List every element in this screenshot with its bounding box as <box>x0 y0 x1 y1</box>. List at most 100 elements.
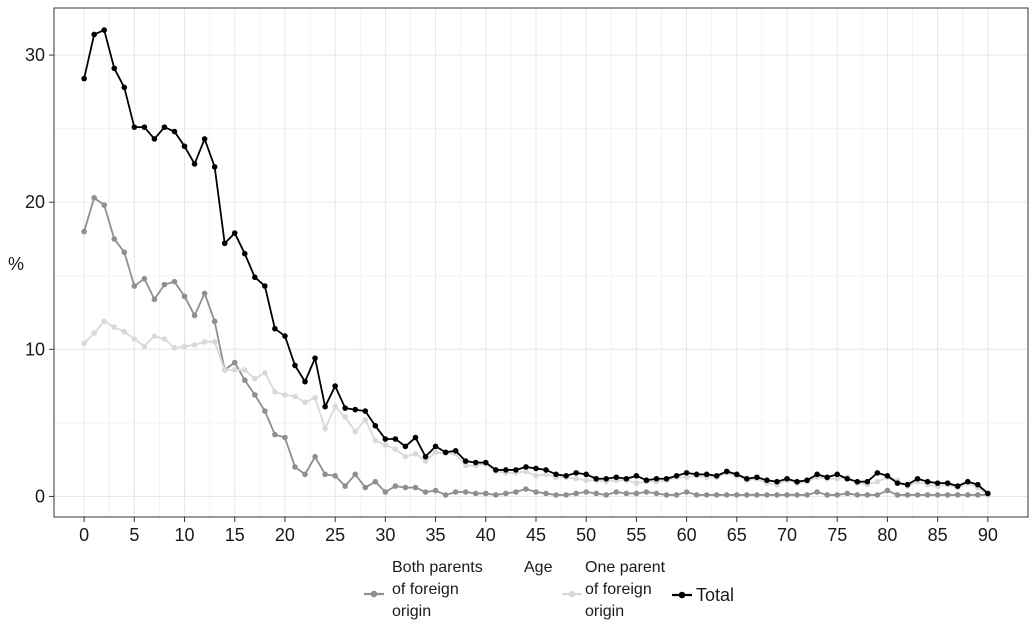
data-point-both-parents <box>452 489 459 495</box>
data-point-total <box>171 128 178 135</box>
data-point-total <box>663 475 670 482</box>
data-point-total <box>191 161 198 167</box>
data-point-both-parents <box>934 492 941 498</box>
data-point-both-parents <box>533 489 539 495</box>
data-point-both-parents <box>864 492 871 498</box>
data-point-total <box>282 333 288 339</box>
y-axis: 0 10 20 30 <box>25 45 54 506</box>
data-point-total <box>553 471 559 478</box>
data-point-both-parents <box>111 236 118 242</box>
data-point-total <box>211 164 218 170</box>
data-point-total <box>422 453 429 460</box>
data-point-total <box>81 75 87 82</box>
data-point-both-parents <box>141 275 148 282</box>
data-point-one-parent <box>583 477 589 484</box>
data-point-total <box>101 27 108 33</box>
data-point-both-parents <box>894 492 901 498</box>
data-point-one-parent <box>131 336 138 342</box>
data-point-total <box>964 478 971 485</box>
data-point-total <box>623 475 630 482</box>
legend-key-dot-total <box>678 591 686 599</box>
data-point-total <box>201 136 208 142</box>
data-point-total <box>874 470 881 476</box>
x-axis: 0 5 10 15 20 25 30 35 40 45 50 55 60 65 70 75 80 85 90 <box>79 517 998 545</box>
data-point-total <box>683 470 690 476</box>
data-point-both-parents <box>844 490 851 497</box>
data-point-total <box>583 471 589 478</box>
legend: Both parents of foreign origin Age One p… <box>364 559 734 620</box>
data-point-one-parent <box>382 442 389 448</box>
data-point-both-parents <box>553 492 559 498</box>
data-point-total <box>462 458 469 464</box>
data-point-total <box>563 473 569 479</box>
data-point-total <box>402 443 409 450</box>
data-point-both-parents <box>744 492 750 498</box>
x-tick-label: 85 <box>928 525 948 545</box>
data-point-both-parents <box>472 490 479 497</box>
data-point-total <box>181 143 188 150</box>
data-point-one-parent <box>272 389 278 395</box>
data-point-total <box>482 459 489 466</box>
data-point-total <box>452 448 459 454</box>
legend-label-both-parents-line2: of foreign <box>392 581 459 598</box>
x-tick-label: 65 <box>727 525 747 545</box>
data-point-total <box>493 467 499 473</box>
data-point-both-parents <box>673 492 680 498</box>
data-point-total <box>774 478 780 485</box>
x-tick-label: 40 <box>476 525 496 545</box>
data-point-both-parents <box>352 471 359 478</box>
data-point-both-parents <box>292 464 298 470</box>
data-point-one-parent <box>111 324 118 331</box>
plot-panel-background <box>54 8 1028 517</box>
legend-key-dot-one-parent <box>568 590 576 598</box>
data-point-one-parent <box>241 367 248 373</box>
data-point-both-parents <box>713 492 720 498</box>
data-point-total <box>121 84 128 91</box>
data-point-both-parents <box>252 392 258 398</box>
legend-label-total: Total <box>696 585 734 605</box>
data-point-total <box>533 465 539 472</box>
x-tick-label: 30 <box>375 525 395 545</box>
data-point-both-parents <box>101 202 108 208</box>
data-point-both-parents <box>954 492 961 498</box>
data-point-total <box>352 406 359 413</box>
data-point-both-parents <box>543 490 549 497</box>
data-point-both-parents <box>151 296 158 303</box>
minor-grid <box>54 8 1028 517</box>
data-point-one-parent <box>161 336 168 342</box>
data-point-one-parent <box>211 339 218 345</box>
data-point-both-parents <box>432 487 439 494</box>
data-point-both-parents <box>884 487 891 494</box>
data-point-total <box>302 378 308 385</box>
data-point-one-parent <box>523 468 529 475</box>
data-point-one-parent <box>392 446 399 453</box>
data-point-total <box>854 478 861 485</box>
x-tick-label: 20 <box>275 525 295 545</box>
data-point-one-parent <box>181 343 188 350</box>
x-tick-label: 5 <box>129 525 139 545</box>
data-point-total <box>292 362 298 369</box>
data-point-both-parents <box>814 489 820 495</box>
x-tick-label: 0 <box>79 525 89 545</box>
data-point-both-parents <box>944 492 951 498</box>
data-point-total <box>503 467 509 473</box>
data-point-both-parents <box>663 492 670 498</box>
data-point-total <box>804 477 810 484</box>
data-point-total <box>613 474 620 481</box>
data-point-one-parent <box>201 339 208 345</box>
legend-key-dot-both-parents <box>370 590 378 598</box>
legend-item-total: Total <box>672 585 734 605</box>
data-point-total <box>593 475 600 482</box>
data-point-total <box>151 136 158 142</box>
data-point-total <box>543 467 549 473</box>
data-point-total <box>884 473 891 479</box>
data-point-one-parent <box>533 473 539 479</box>
legend-label-one-parent-line3: origin <box>585 603 624 620</box>
data-point-one-parent <box>302 399 308 406</box>
legend-title: Age <box>524 559 553 576</box>
data-point-total <box>633 473 640 479</box>
data-point-total <box>342 405 349 411</box>
data-point-one-parent <box>422 458 429 464</box>
data-point-one-parent <box>101 318 108 325</box>
